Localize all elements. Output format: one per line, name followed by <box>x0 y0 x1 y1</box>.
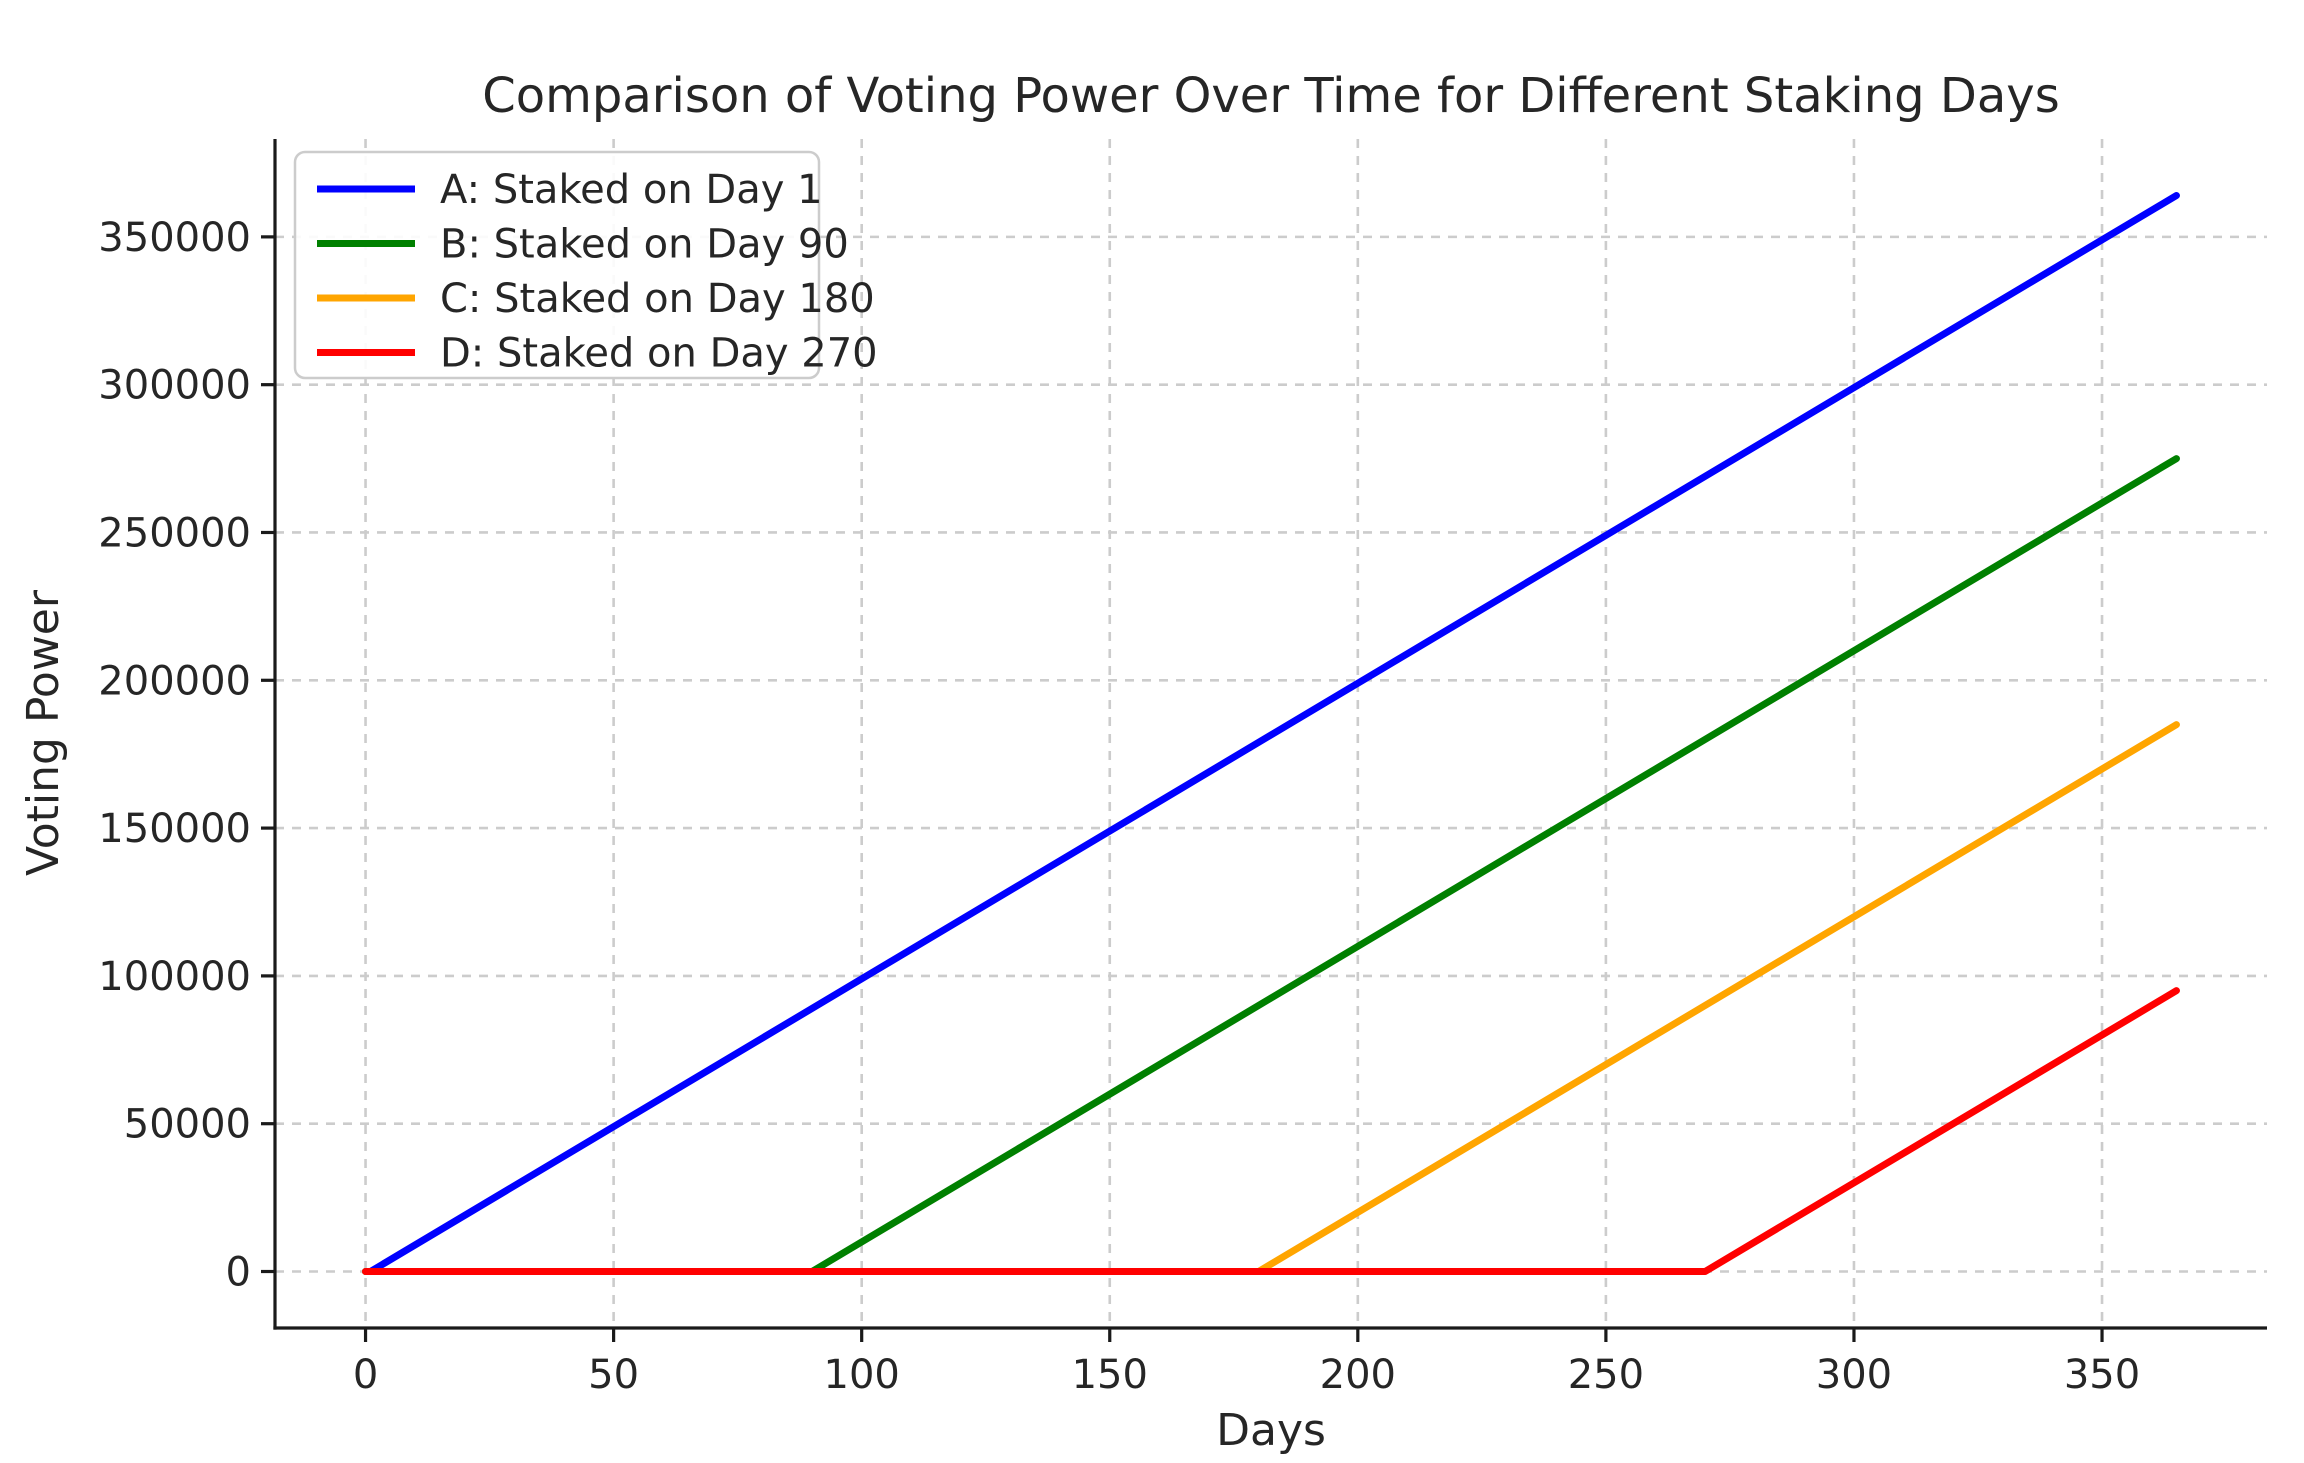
legend-label: A: Staked on Day 1 <box>440 167 823 213</box>
legend-layer: A: Staked on Day 1 B: Staked on Day 90 C: … <box>293 150 878 380</box>
legend-box <box>293 150 821 380</box>
y-tick-label: 0 <box>226 1250 251 1296</box>
series-line-4 <box>362 987 2180 1276</box>
y-tick-label: 150000 <box>98 806 251 852</box>
y-tick-label: 200000 <box>98 658 251 704</box>
x-tick-label: 150 <box>1072 1352 1148 1398</box>
y-tick-label: 250000 <box>98 510 251 556</box>
x-tick-label: 0 <box>353 1352 378 1398</box>
chart-title: Comparison of Voting Power Over Time for… <box>482 68 2059 124</box>
x-axis-label: Days <box>1216 1405 1326 1456</box>
legend-label: D: Staked on Day 270 <box>440 331 878 377</box>
y-tick-label: 100000 <box>98 954 251 1000</box>
x-tick-label: 300 <box>1816 1352 1892 1398</box>
axes-layer: 0 50 100 150 200 250 300 350 0 50000 100000 150000 2… <box>98 139 2267 1398</box>
series-layer <box>362 191 2180 1276</box>
x-tick-label: 350 <box>2064 1352 2140 1398</box>
legend-label: C: Staked on Day 180 <box>440 276 875 322</box>
y-tick-label: 350000 <box>98 215 251 261</box>
x-tick-label: 100 <box>824 1352 900 1398</box>
legend-label: B: Staked on Day 90 <box>440 222 849 268</box>
x-tick-label: 200 <box>1320 1352 1396 1398</box>
x-tick-label: 50 <box>588 1352 639 1398</box>
y-axis-label: Voting Power <box>18 589 69 876</box>
y-tick-label: 50000 <box>124 1102 251 1148</box>
x-tick-label: 250 <box>1568 1352 1644 1398</box>
y-tick-label: 300000 <box>98 363 251 409</box>
